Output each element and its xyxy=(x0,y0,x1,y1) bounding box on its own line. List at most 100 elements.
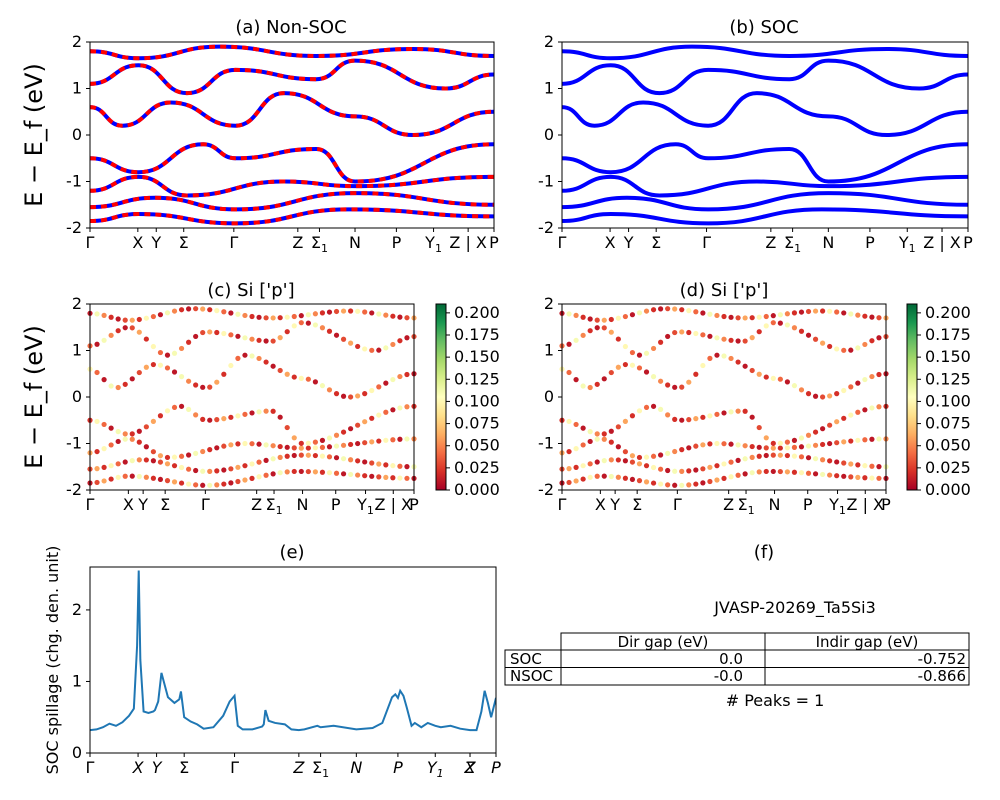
panel-d-point xyxy=(615,315,621,321)
panel-d-point xyxy=(601,317,607,323)
panel-d-point xyxy=(862,463,868,469)
panel-c-point xyxy=(256,441,262,447)
panel-c-point xyxy=(193,306,199,312)
panel-d-point xyxy=(622,475,628,481)
panel-b-xtick-label: X xyxy=(605,233,616,252)
panel-c-point xyxy=(214,329,220,336)
panel-c-point xyxy=(270,456,276,462)
panel-d-point xyxy=(658,466,664,472)
panel-d-point xyxy=(672,448,678,455)
panel-c-point xyxy=(235,355,241,362)
panel-c-point xyxy=(178,403,185,409)
panel-d-point xyxy=(862,313,868,319)
panel-d-xtick-label: Γ xyxy=(558,495,567,514)
panel-c-point xyxy=(256,474,262,480)
panel-d-point xyxy=(763,323,769,329)
panel-c-point xyxy=(193,467,199,474)
panel-a-ytick-label: 1 xyxy=(72,79,82,98)
panel-c-point xyxy=(207,329,213,335)
panel-c-point xyxy=(178,345,185,352)
panel-a-band xyxy=(90,191,494,212)
panel-d-point xyxy=(665,382,671,388)
panel-c-point xyxy=(284,314,290,320)
panel-c-point xyxy=(319,437,326,443)
panel-d-point xyxy=(643,454,650,460)
panel-c-point xyxy=(235,413,241,419)
panel-d-point xyxy=(855,312,861,318)
panel-d-point xyxy=(615,336,621,342)
panel-d-point xyxy=(566,466,572,472)
panel-d-point xyxy=(566,311,572,317)
gap-row-nsoc-indir: -0.866 xyxy=(918,667,966,685)
panel-c-point xyxy=(235,464,241,470)
panel-d-point xyxy=(636,365,643,371)
material-id: JVASP-20269_Ta5Si3 xyxy=(713,598,876,618)
panel-d-point xyxy=(629,312,636,318)
panel-d-ytick-label: -1 xyxy=(538,434,554,453)
panel-c-point xyxy=(277,470,283,476)
panel-d-point xyxy=(665,333,671,340)
gap-row-nsoc-label: NSOC xyxy=(510,667,553,685)
panel-d-point xyxy=(686,482,692,488)
panel-d-point xyxy=(665,482,671,488)
panel-d-point xyxy=(742,338,748,344)
panel-d-point xyxy=(820,394,826,400)
panel-d-point xyxy=(700,332,706,338)
panel-b-xtick-label: Γ xyxy=(558,233,567,252)
panel-c-point xyxy=(340,442,347,448)
panel-c-point xyxy=(249,475,255,481)
panel-c-point xyxy=(326,309,333,315)
panel-d-point xyxy=(869,405,875,411)
panel-c-point xyxy=(164,461,171,467)
panel-c-point xyxy=(193,333,199,340)
panel-d-point xyxy=(841,473,847,479)
panel-d-point xyxy=(587,328,593,334)
panel-c-point xyxy=(376,311,382,317)
panel-d-point xyxy=(707,333,713,339)
panel-d-point xyxy=(594,436,600,442)
panel-b-band xyxy=(562,142,968,184)
panel-c-point xyxy=(355,308,361,314)
panel-b-xtick-label: Σ xyxy=(651,233,661,252)
panel-c-ytick-label: -2 xyxy=(66,480,82,499)
panel-c-cbar-label: 0.150 xyxy=(454,347,500,366)
panel-c-point xyxy=(263,457,269,463)
panel-c-point xyxy=(263,315,269,321)
panel-c-point xyxy=(164,408,171,414)
panel-c-point xyxy=(122,431,128,437)
panel-c-point xyxy=(164,478,171,484)
panel-d-point xyxy=(622,313,628,320)
gap-row-soc-label: SOC xyxy=(510,650,542,668)
panel-d-point xyxy=(749,315,755,321)
panel-d-point xyxy=(798,470,805,476)
panel-d-point xyxy=(672,468,678,474)
panel-d-point xyxy=(650,345,657,352)
panel-d-point xyxy=(707,441,713,447)
panel-d-point xyxy=(812,456,819,462)
panel-c-point xyxy=(270,471,276,477)
panel-a-xtick-label: Σ xyxy=(179,233,189,252)
panel-d-point xyxy=(812,393,819,399)
panel-c-point xyxy=(319,325,326,331)
panel-c-point xyxy=(263,472,269,478)
panel-d-point xyxy=(594,317,600,323)
panel-c-point xyxy=(298,452,304,458)
panel-c-point xyxy=(298,440,304,446)
panel-c-point xyxy=(108,442,114,448)
panel-c-point xyxy=(143,336,149,342)
panel-d-point xyxy=(714,440,720,447)
panel-d-point xyxy=(834,391,840,397)
panel-c-point xyxy=(164,352,171,358)
panel-d-point xyxy=(777,312,783,318)
panel-c-xtick-label: Z xyxy=(251,495,262,514)
panel-d-point xyxy=(686,308,692,314)
panel-c-point xyxy=(263,359,269,365)
panel-d-point xyxy=(665,306,671,312)
panel-c-point xyxy=(157,453,164,459)
panel-d-point xyxy=(714,477,720,483)
panel-c-point xyxy=(171,350,178,356)
panel-d-point xyxy=(848,384,854,390)
panel-d-point xyxy=(749,454,755,460)
panel-c-point xyxy=(207,482,213,488)
